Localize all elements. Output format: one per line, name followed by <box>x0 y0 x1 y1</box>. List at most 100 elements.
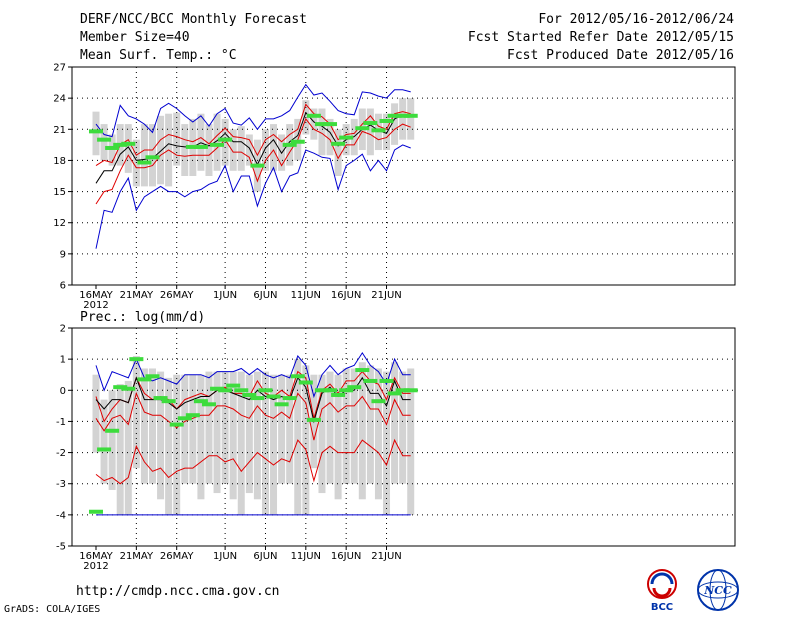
green-marker-4 <box>121 141 136 146</box>
box-1 <box>100 124 108 161</box>
box-29 <box>326 118 334 156</box>
green-marker-38 <box>395 388 410 393</box>
box-15 <box>213 371 221 494</box>
box-26 <box>302 365 310 515</box>
source-url[interactable]: http://cmdp.ncc.cma.gov.cn <box>76 584 280 599</box>
ncc-logo-text: NCC <box>703 584 732 597</box>
box-12 <box>189 374 197 484</box>
green-marker-6 <box>137 160 152 165</box>
box-8 <box>157 371 165 500</box>
box-4 <box>124 380 132 515</box>
x-tick-label: 26MAY <box>160 290 194 301</box>
x-tick-label: 16MAY <box>79 551 113 562</box>
x-tick-label: 21MAY <box>120 551 154 562</box>
green-marker-6 <box>137 377 152 382</box>
green-marker-38 <box>395 113 410 118</box>
box-2 <box>108 134 116 166</box>
green-marker-29 <box>323 388 338 393</box>
logos: BCC NCC <box>647 569 739 613</box>
box-0 <box>92 111 100 156</box>
y-tick-label: -3 <box>56 479 66 490</box>
green-marker-29 <box>323 122 338 127</box>
box-22 <box>270 374 278 515</box>
box-14 <box>205 124 213 176</box>
x-tick-label: 26MAY <box>160 551 194 562</box>
green-marker-18 <box>234 388 249 393</box>
green-marker-33 <box>355 368 370 373</box>
series-min <box>95 438 411 485</box>
y-tick-label: 21 <box>53 125 66 136</box>
green-marker-20 <box>250 163 265 168</box>
box-30 <box>334 129 342 176</box>
y-tick-label: 1 <box>60 355 66 366</box>
box-37 <box>391 103 399 145</box>
green-marker-15 <box>210 142 225 147</box>
box-14 <box>205 371 213 484</box>
box-6 <box>140 124 148 187</box>
y-tick-label: 12 <box>53 218 66 229</box>
box-0 <box>92 374 100 453</box>
x-tick-label: 16JUN <box>331 551 361 562</box>
x-tick-label: 11JUN <box>291 551 321 562</box>
box-22 <box>270 124 278 171</box>
x-tick-label: 1JUN <box>213 290 237 301</box>
x-tick-label: 21JUN <box>371 551 401 562</box>
green-marker-34 <box>363 121 378 126</box>
green-marker-30 <box>331 392 346 397</box>
green-marker-28 <box>314 122 329 127</box>
box-17 <box>229 371 237 500</box>
green-marker-23 <box>274 402 289 407</box>
green-marker-35 <box>371 128 386 133</box>
box-34 <box>366 108 374 156</box>
box-29 <box>326 371 334 484</box>
box-39 <box>407 368 415 515</box>
start-date: Fcst Started Refer Date 2012/05/15 <box>467 30 734 45</box>
box-3 <box>116 384 124 515</box>
ncc-logo: NCC <box>697 569 739 611</box>
series-lower <box>95 117 411 205</box>
box-7 <box>148 124 156 187</box>
green-marker-31 <box>339 135 354 140</box>
green-marker-14 <box>201 402 216 407</box>
green-marker-12 <box>185 144 200 149</box>
box-31 <box>342 368 350 484</box>
green-marker-12 <box>185 413 200 418</box>
green-marker-27 <box>306 417 321 422</box>
box-36 <box>383 113 391 151</box>
green-marker-36 <box>379 118 394 123</box>
box-10 <box>173 374 181 515</box>
plot-frame <box>71 66 736 286</box>
y-tick-label: 9 <box>60 249 66 260</box>
green-marker-0 <box>89 129 103 134</box>
x-tick-label: 6JUN <box>253 290 277 301</box>
green-marker-13 <box>193 144 208 149</box>
grads-credit: GrADS: COLA/IGES <box>4 604 101 615</box>
green-marker-32 <box>347 385 362 390</box>
bcc-logo: BCC <box>647 569 677 613</box>
green-marker-27 <box>306 113 321 118</box>
box-18 <box>237 371 245 515</box>
box-4 <box>124 124 132 173</box>
green-marker-4 <box>121 386 136 391</box>
x-tick-label: 21MAY <box>120 290 154 301</box>
bcc-logo-text: BCC <box>651 602 673 613</box>
panel-0: 6 9 12 15 18 21 24 27 16MAY 21MAY 26MAY 1JUN 6JUN 11J… <box>53 63 736 311</box>
x-tick-label: 11JUN <box>291 290 321 301</box>
box-10 <box>173 112 181 166</box>
green-marker-24 <box>282 396 297 401</box>
box-25 <box>294 359 302 515</box>
y-tick-label: 6 <box>60 281 66 292</box>
box-18 <box>237 126 245 171</box>
green-marker-25 <box>290 139 305 144</box>
box-24 <box>286 374 294 484</box>
green-marker-28 <box>314 388 329 393</box>
green-marker-36 <box>379 378 394 383</box>
box-7 <box>148 368 156 484</box>
chart-title: DERF/NCC/BCC Monthly Forecast <box>80 12 307 27</box>
x-tick-label: 16JUN <box>331 290 361 301</box>
y-tick-label: 18 <box>53 156 66 167</box>
green-marker-39 <box>403 113 418 118</box>
series-lower <box>95 391 411 441</box>
y-tick-label: 27 <box>53 63 66 74</box>
box-30 <box>334 374 342 500</box>
